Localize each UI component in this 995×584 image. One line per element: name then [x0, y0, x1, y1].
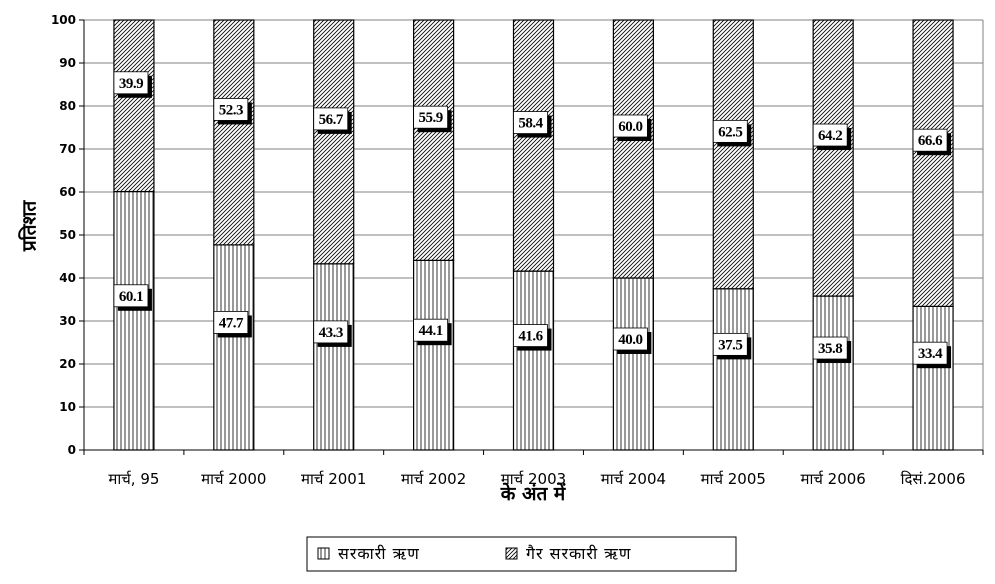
- data-label-nongovt: 52.3: [219, 102, 243, 118]
- bar-segment-nongovt: [812, 19, 854, 297]
- y-tick-label: 20: [59, 357, 76, 371]
- data-label-nongovt-box: [712, 119, 748, 143]
- data-label-govt-box: [812, 336, 848, 360]
- bar-segment-govt: [512, 270, 555, 451]
- data-label-govt: 47.7: [219, 315, 244, 331]
- data-label-govt-box: [113, 284, 149, 308]
- legend: सरकारी ऋण गैर सरकारी ऋण: [306, 536, 737, 572]
- bar-segment-nongovt: [912, 19, 954, 307]
- data-label-nongovt-box: [513, 111, 548, 134]
- y-axis-title: प्रतिशत: [18, 200, 41, 252]
- data-label-govt: 44.1: [418, 323, 442, 339]
- y-tick-label: 50: [59, 228, 76, 242]
- bar-segment-nongovt: [712, 19, 754, 290]
- bar-segment-nongovt: [612, 19, 654, 279]
- x-tick-label: मार्च 2003: [501, 470, 566, 488]
- data-label-nongovt-box: [912, 128, 948, 152]
- bar-segment-govt: [912, 305, 954, 451]
- x-tick-label: दिसं.2006: [901, 470, 966, 488]
- legend-swatch-nongovt: [505, 547, 518, 560]
- bar-segment-govt: [313, 263, 355, 451]
- x-tick-label: मार्च 2002: [401, 470, 466, 488]
- bar-segment-govt: [712, 288, 754, 451]
- data-label-govt-box: [313, 320, 349, 344]
- data-label-nongovt: 39.9: [119, 76, 143, 92]
- data-label-govt-box: [912, 341, 948, 365]
- data-label-nongovt-box: [313, 107, 349, 131]
- y-tick-label: 80: [59, 99, 76, 113]
- data-label-nongovt: 62.5: [718, 124, 742, 140]
- data-label-nongovt-box: [113, 71, 149, 95]
- data-label-nongovt: 56.7: [319, 112, 344, 128]
- data-label-nongovt: 66.6: [918, 133, 943, 149]
- y-tick-label: 70: [59, 142, 76, 156]
- x-tick-label: मार्च 2006: [801, 470, 866, 488]
- data-label-nongovt-box: [213, 98, 249, 121]
- data-label-govt: 35.8: [818, 341, 842, 357]
- x-axis-title: के अंत में: [500, 482, 567, 505]
- bar-segment-govt: [413, 259, 455, 451]
- data-label-govt-box: [513, 324, 548, 347]
- data-label-nongovt: 55.9: [418, 110, 442, 126]
- y-tick-label: 30: [59, 314, 76, 328]
- x-tick-label: मार्च 2000: [201, 470, 266, 488]
- data-label-nongovt-box: [413, 105, 449, 129]
- data-label-govt: 43.3: [319, 325, 343, 341]
- data-label-nongovt: 64.2: [818, 128, 842, 144]
- bar-segment-govt: [213, 244, 255, 451]
- data-label-govt-box: [213, 311, 249, 334]
- x-tick-label: मार्च 2005: [701, 470, 766, 488]
- data-labels: 60.1 39.9 47.7 52.3 43.3 56.7 44.1 55.9 41.6 58.4…: [113, 71, 952, 369]
- bar-segment-nongovt: [313, 19, 355, 265]
- bar-segment-nongovt: [512, 19, 555, 272]
- y-tick-label: 100: [51, 13, 76, 27]
- bar-segment-nongovt: [213, 19, 255, 246]
- x-tick-label: मार्च 2001: [301, 470, 366, 488]
- data-label-govt-box: [612, 327, 648, 351]
- legend-label-nongovt: गैर सरकारी ऋण: [526, 544, 631, 563]
- bar-segment-nongovt: [113, 19, 155, 193]
- data-label-govt: 60.1: [119, 289, 143, 305]
- data-label-govt: 33.4: [918, 346, 943, 362]
- legend-label-govt: सरकारी ऋण: [338, 544, 420, 563]
- bar-segment-govt: [113, 190, 155, 451]
- bar-segment-nongovt: [413, 19, 455, 261]
- data-label-govt: 40.0: [618, 332, 642, 348]
- legend-swatch-govt: [317, 547, 330, 560]
- y-tick-label: 10: [59, 400, 76, 414]
- x-tick-label: मार्च, 95: [108, 470, 159, 488]
- y-tick-label: 40: [59, 271, 76, 285]
- x-tick-label: मार्च 2004: [601, 470, 666, 488]
- data-label-nongovt-box: [612, 114, 648, 138]
- data-label-govt: 37.5: [718, 337, 742, 353]
- data-label-nongovt: 58.4: [518, 116, 543, 132]
- data-label-govt: 41.6: [518, 329, 543, 345]
- bars: [113, 19, 954, 451]
- data-label-govt-box: [413, 318, 449, 342]
- bar-segment-govt: [812, 295, 854, 451]
- data-label-govt-box: [712, 332, 748, 356]
- y-tick-label: 90: [59, 56, 76, 70]
- y-tick-label: 60: [59, 185, 76, 199]
- legend-frame: [306, 536, 737, 572]
- y-tick-label: 0: [68, 443, 76, 457]
- bar-segment-govt: [612, 277, 654, 451]
- data-label-nongovt: 60.0: [618, 119, 642, 135]
- data-label-nongovt-box: [812, 123, 848, 147]
